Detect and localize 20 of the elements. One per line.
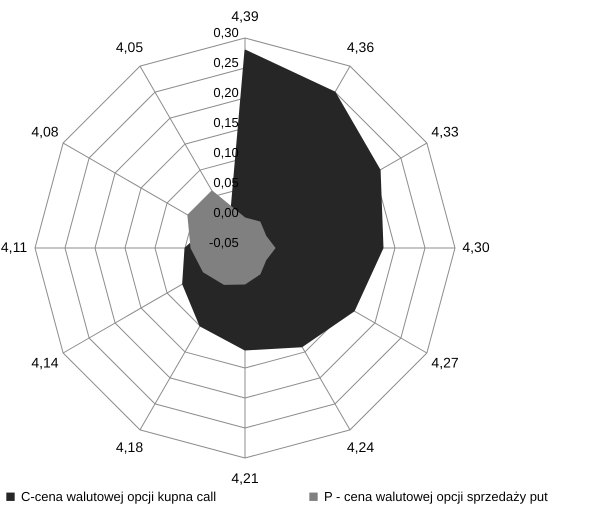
spoke-label: 4,39 — [231, 8, 259, 24]
y-tick-label: 0,15 — [213, 114, 239, 130]
spoke-label: 4,18 — [116, 439, 144, 456]
y-tick-label: 0,30 — [213, 24, 239, 40]
spoke-label: 4,30 — [462, 239, 490, 255]
spoke-label: 4,27 — [431, 354, 459, 370]
spoke-label: 4,36 — [346, 38, 374, 55]
legend-label: P - cena walutowej opcji sprzedaży put — [324, 488, 548, 504]
y-tick-label: 0,00 — [213, 204, 239, 220]
y-tick-label: 0,25 — [213, 54, 239, 70]
spoke-label: 4,24 — [346, 439, 374, 456]
spoke-label: 4,08 — [31, 124, 59, 140]
spoke-label: 4,11 — [0, 239, 28, 255]
spoke-label: 4,05 — [116, 38, 144, 55]
y-tick-label: -0,05 — [209, 234, 239, 250]
legend-label: C-cena walutowej opcji kupna call — [21, 488, 216, 504]
spoke-label: 4,33 — [431, 124, 459, 140]
y-tick-label: 0,20 — [213, 84, 239, 100]
spoke-label: 4,14 — [31, 354, 59, 370]
spoke-label: 4,21 — [231, 470, 259, 486]
